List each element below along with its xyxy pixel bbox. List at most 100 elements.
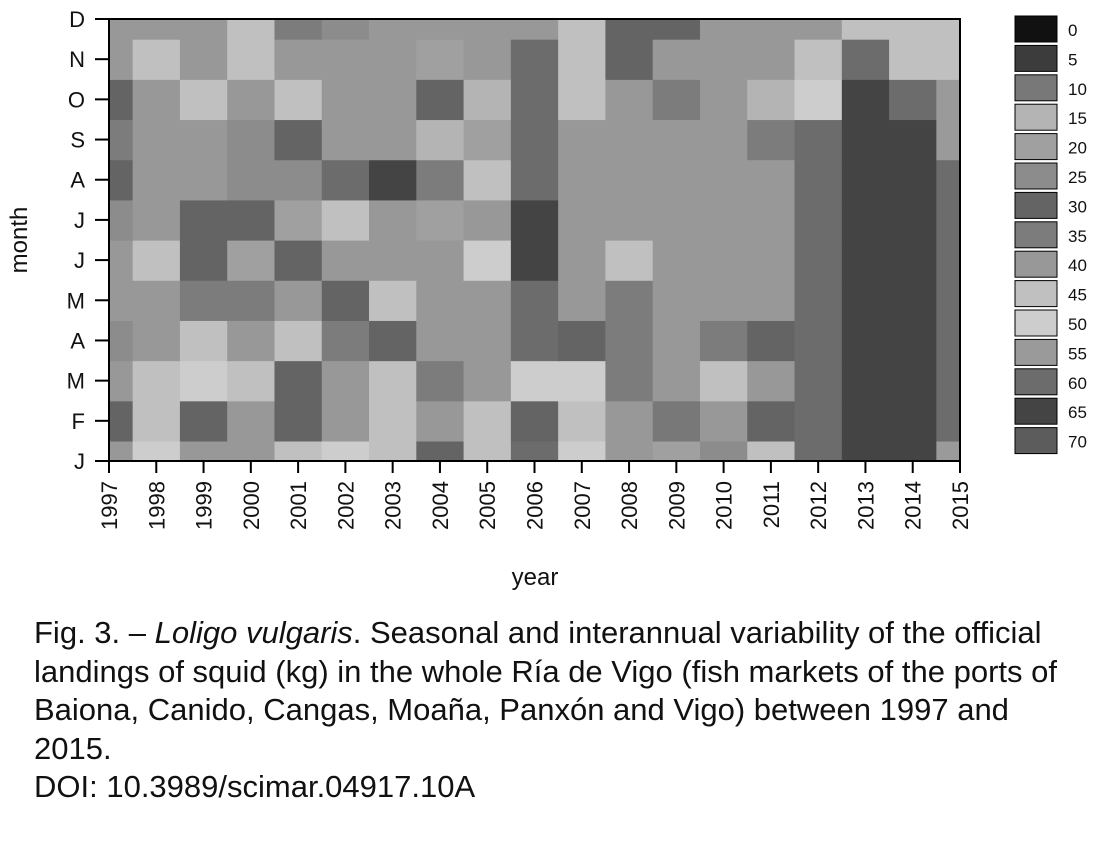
x-axis-label: year [512,564,559,591]
caption-body: . Seasonal and interannual variability o… [34,615,1057,766]
heatmap-cell [605,360,654,402]
heatmap-cell [936,280,961,321]
heatmap-cell [699,119,748,161]
x-tick-label: 2001 [286,481,311,530]
figure-caption: Fig. 3. – Loligo vulgaris. Seasonal and … [34,614,1094,807]
legend-swatch [1014,191,1058,219]
heatmap-cell [416,19,465,40]
y-tick-label: A [70,328,85,353]
heatmap-cell [936,360,961,402]
x-tick-label: 2005 [475,481,500,530]
heatmap-cell [699,400,748,442]
heatmap-cell [936,39,961,80]
heatmap-cell [841,360,890,402]
heatmap-cell [274,199,323,241]
heatmap-cell [109,79,134,121]
legend-swatch [1014,44,1058,72]
x-tick-label: 1997 [97,481,122,530]
x-tick-label: 2011 [759,481,784,528]
heatmap-cell [889,440,937,462]
legend-swatch [1014,309,1058,337]
heatmap-cell [227,199,276,241]
heatmap-cell [889,199,937,241]
heatmap-cell [321,240,370,281]
heatmap-cell [132,159,181,201]
heatmap-cell [699,320,748,362]
legend-swatch [1014,74,1058,102]
heatmap-cell [841,240,890,281]
heatmap-cell [510,79,559,121]
heatmap-cell [369,280,417,321]
heatmap-cell [109,119,134,161]
heatmap-cell [179,159,228,201]
heatmap-cell [109,440,134,462]
x-tick-label: 2000 [239,481,264,530]
heatmap-cell [463,280,512,321]
heatmap-cell [841,79,890,121]
y-tick-label: J [74,449,85,474]
x-tick-label: 1998 [144,481,169,530]
heatmap-cell [510,400,559,442]
legend-label: 70 [1068,433,1087,452]
heatmap-cell [841,159,890,201]
heatmap-cell [936,440,961,462]
heatmap-cell [605,280,654,321]
heatmap-cell [889,119,937,161]
heatmap-cell [321,280,370,321]
heatmap-cell [369,119,417,161]
heatmap-cell [936,79,961,121]
heatmap-cell [179,240,228,281]
heatmap-cell [274,360,323,402]
heatmap-cell [321,19,370,40]
x-tick-label: 2014 [901,481,926,530]
heatmap-cell [369,199,417,241]
heatmap-cell [652,240,701,281]
heatmap-cell [369,240,417,281]
heatmap-cell [416,360,465,402]
legend-label: 30 [1068,197,1087,216]
heatmap-cell [699,280,748,321]
heatmap-cell [416,280,465,321]
heatmap-cell [841,400,890,442]
heatmap-cell [652,79,701,121]
heatmap-cell [794,320,843,362]
heatmap-cell [747,280,796,321]
heatmap-cell [227,320,276,362]
legend-label: 55 [1068,344,1087,363]
heatmap-cell [416,240,465,281]
heatmap-cell [179,119,228,161]
heatmap-cell [463,119,512,161]
heatmap-cell [132,19,181,40]
heatmap-cell [652,280,701,321]
caption-fig-label: Fig. 3. – [34,615,155,650]
heatmap-cell [747,360,796,402]
heatmap-cell [274,400,323,442]
heatmap-cell [109,159,134,201]
heatmap-cell [510,19,559,40]
heatmap-cell [747,440,796,462]
heatmap-cell [463,39,512,80]
heatmap-cell [936,400,961,442]
heatmap-cell [936,159,961,201]
heatmap-cell [369,400,417,442]
legend-label: 25 [1068,168,1087,187]
legend-label: 10 [1068,80,1087,99]
legend-label: 0 [1068,21,1077,40]
heatmap-cell [463,19,512,40]
heatmap-cell [841,39,890,80]
heatmap-cell [558,39,607,80]
heatmap-cell [510,199,559,241]
legend-label: 35 [1068,227,1087,246]
heatmap-cell [841,440,890,462]
heatmap-cell [132,400,181,442]
caption-doi: DOI: 10.3989/scimar.04917.10A [34,769,476,804]
heatmap-cell [889,280,937,321]
heatmap-cell [179,440,228,462]
heatmap-cell [605,19,654,40]
heatmap-cell [841,320,890,362]
heatmap-cell [510,159,559,201]
legend-label: 15 [1068,109,1087,128]
heatmap-cell [463,360,512,402]
heatmap-cell [699,39,748,80]
heatmap-cell [227,360,276,402]
